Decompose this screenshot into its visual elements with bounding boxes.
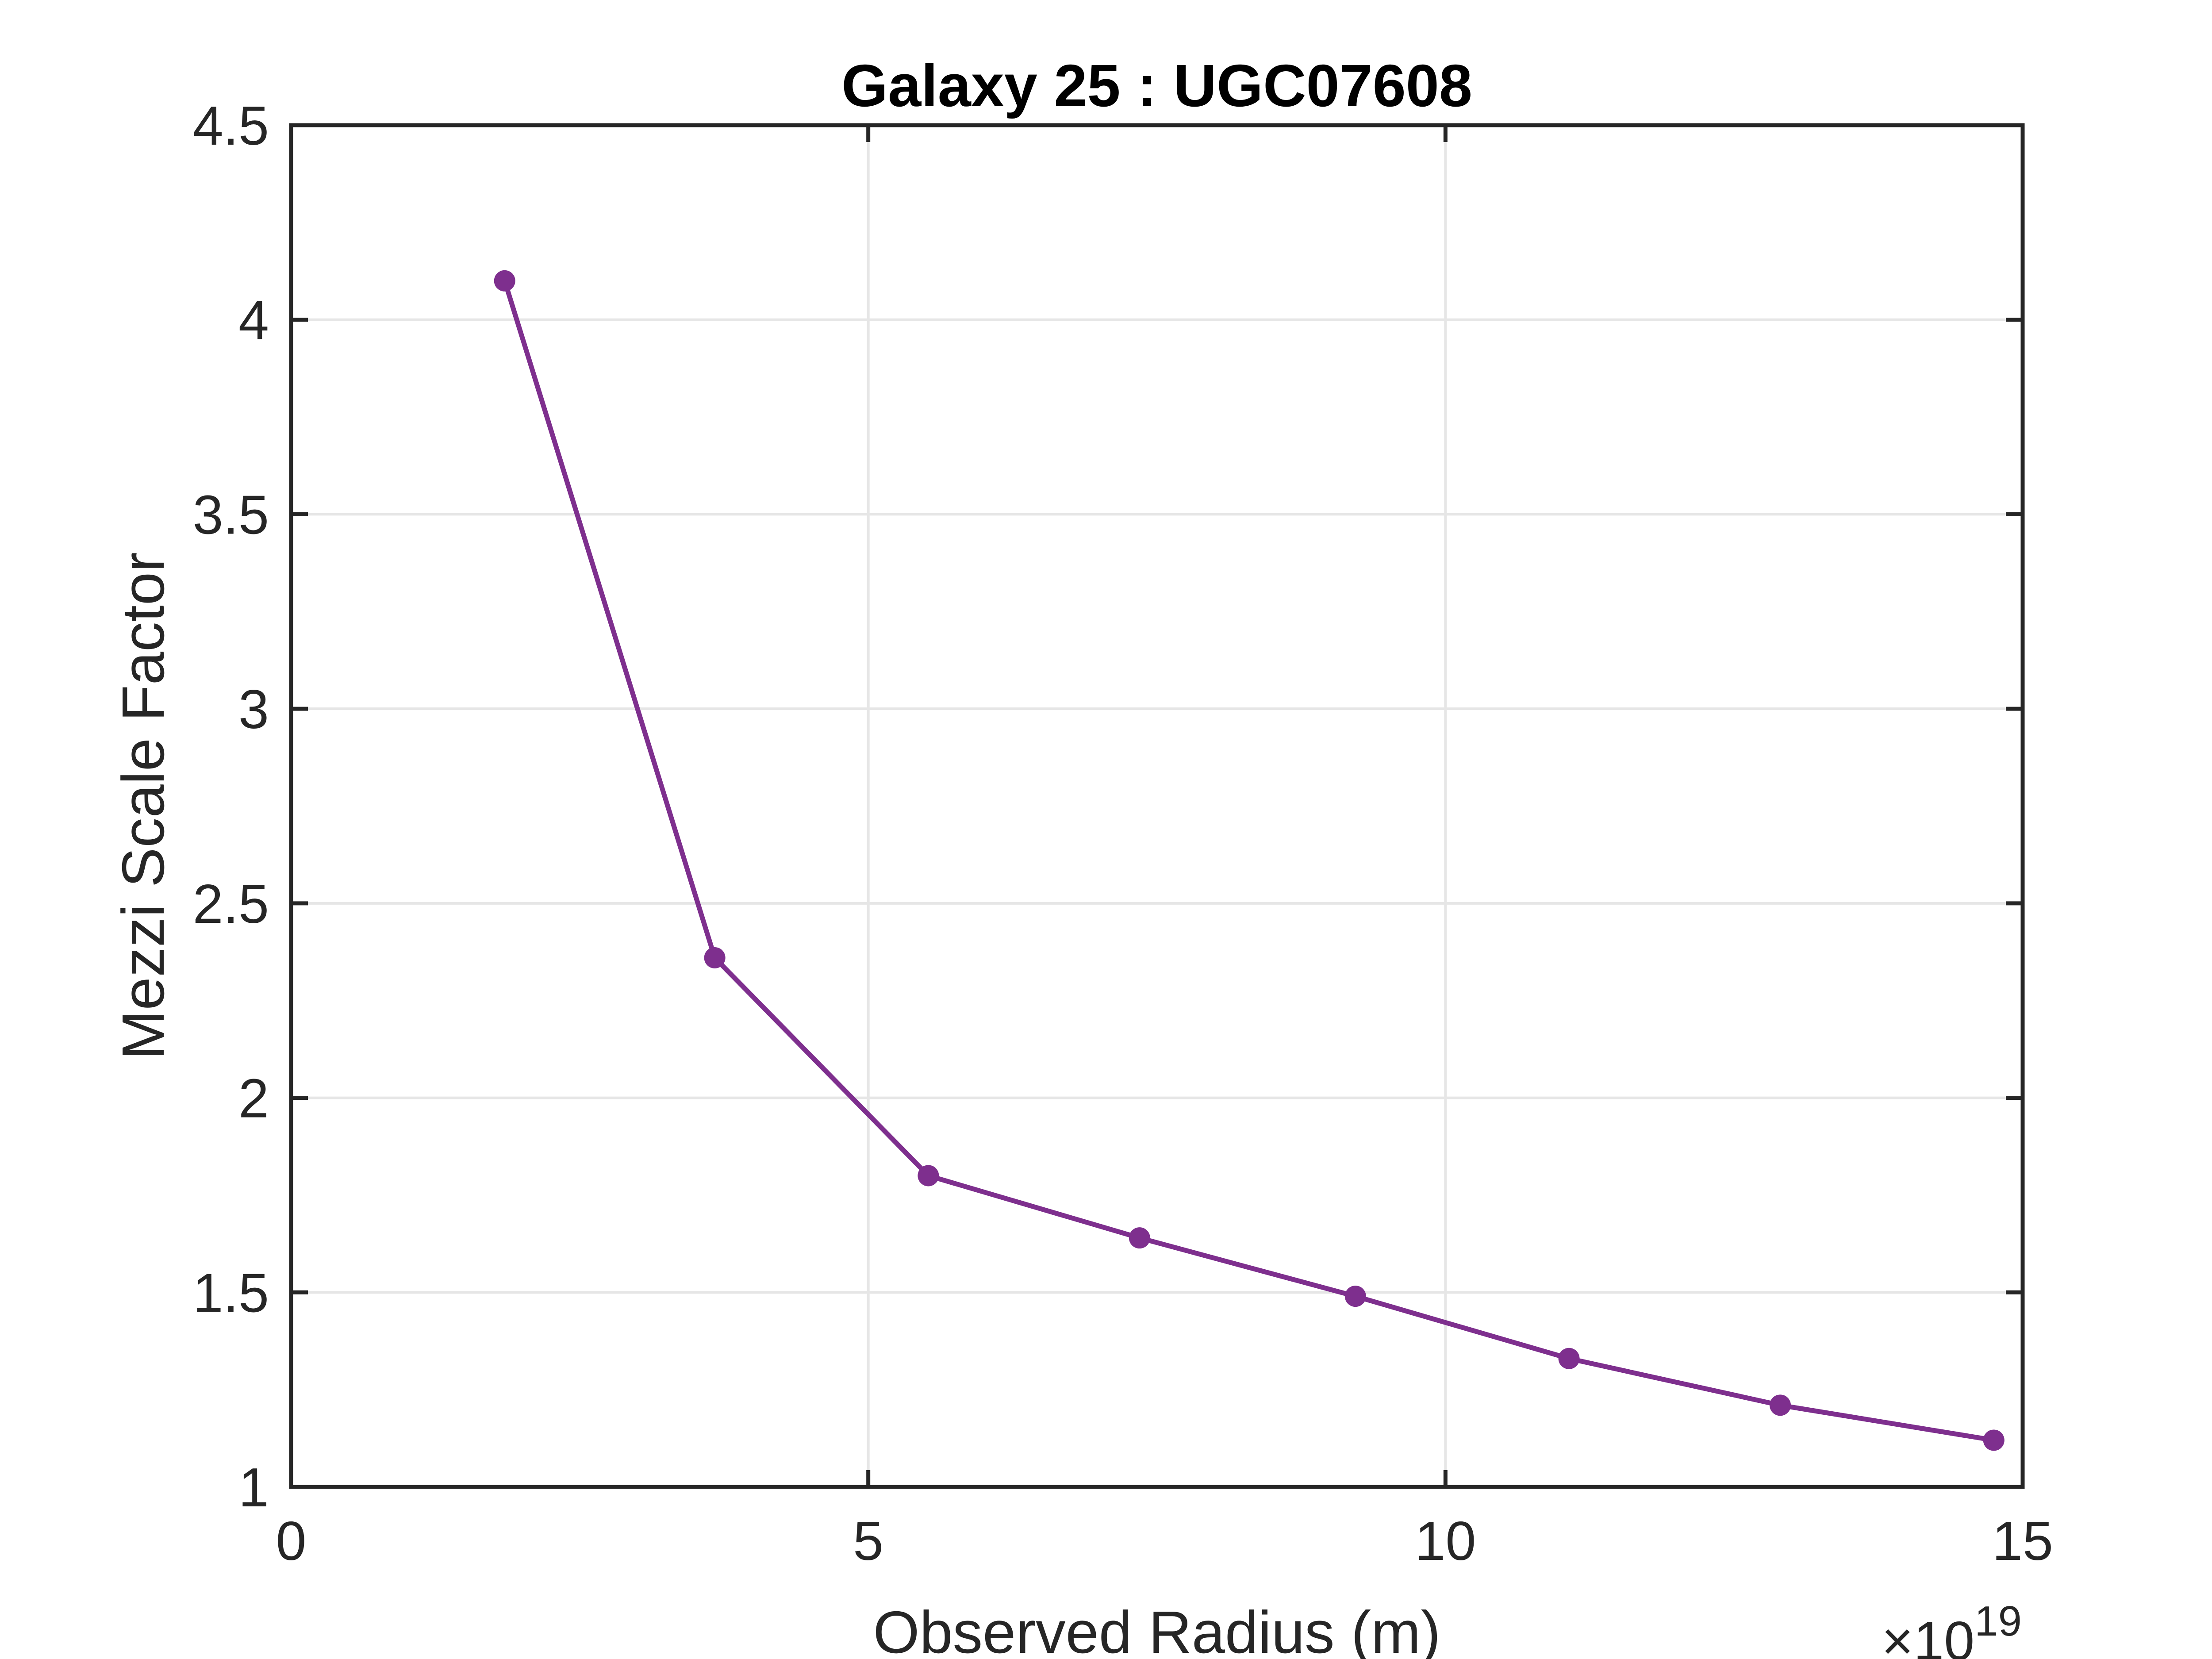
data-point bbox=[1344, 1286, 1366, 1307]
x-tick-label: 15 bbox=[1992, 1511, 2053, 1572]
data-point bbox=[1129, 1227, 1150, 1249]
series bbox=[494, 270, 2005, 1451]
x-tick-label: 5 bbox=[853, 1511, 883, 1572]
x-axis-exponent-power: 19 bbox=[1974, 1598, 2022, 1645]
data-point bbox=[704, 947, 726, 968]
series-line bbox=[502, 280, 1994, 1443]
data-point bbox=[494, 270, 515, 292]
y-tick-label: 3 bbox=[238, 679, 269, 740]
y-tick-label: 1.5 bbox=[193, 1263, 269, 1324]
y-tick-label: 4 bbox=[238, 290, 269, 351]
chart-title: Galaxy 25 : UGC07608 bbox=[841, 52, 1472, 119]
data-point bbox=[1770, 1394, 1791, 1416]
data-point bbox=[1983, 1429, 2005, 1451]
x-axis-exponent: ×1019 bbox=[1882, 1598, 2022, 1659]
x-axis-label: Observed Radius (m) bbox=[873, 1599, 1441, 1659]
x-axis-exponent-base: ×10 bbox=[1882, 1611, 1974, 1659]
y-tick-label: 3.5 bbox=[193, 484, 269, 545]
y-tick-label: 1 bbox=[238, 1457, 269, 1518]
x-tick-label: 0 bbox=[276, 1511, 307, 1572]
y-tick-label: 4.5 bbox=[193, 96, 269, 157]
axis-ticks bbox=[289, 123, 2025, 1489]
y-axis-label: Mezzi Scale Factor bbox=[110, 552, 177, 1060]
y-tick-label: 2.5 bbox=[193, 874, 269, 935]
grid bbox=[290, 124, 2024, 1488]
x-tick-label: 10 bbox=[1415, 1511, 1476, 1572]
data-point bbox=[1558, 1348, 1580, 1369]
y-tick-label: 2 bbox=[238, 1068, 269, 1129]
plot-frame bbox=[289, 123, 2025, 1489]
tick-labels: 0 5 10 15 1 1.5 2 2.5 3 3.5 4 4.5 bbox=[193, 96, 2053, 1572]
data-point bbox=[918, 1165, 939, 1187]
